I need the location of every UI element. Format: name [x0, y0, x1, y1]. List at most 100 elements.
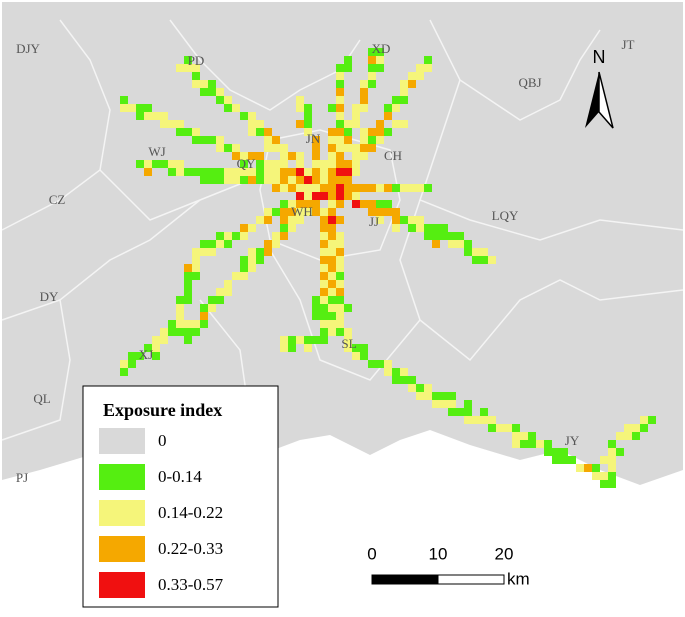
cell — [256, 160, 264, 168]
legend-swatch — [99, 500, 145, 526]
cell — [512, 440, 520, 448]
cell — [272, 208, 280, 216]
cell — [328, 136, 336, 144]
cell — [160, 328, 168, 336]
cell — [320, 264, 328, 272]
cell — [360, 104, 368, 112]
cell — [400, 376, 408, 384]
cell — [264, 136, 272, 144]
cell — [304, 176, 312, 184]
cell — [224, 144, 232, 152]
cell — [176, 312, 184, 320]
cell — [608, 464, 616, 472]
cell — [264, 160, 272, 168]
cell — [304, 128, 312, 136]
cell — [632, 432, 640, 440]
cell — [360, 200, 368, 208]
cell — [192, 64, 200, 72]
cell — [320, 296, 328, 304]
cell — [240, 232, 248, 240]
cell — [320, 176, 328, 184]
legend-label: 0-0.14 — [158, 467, 202, 486]
cell — [352, 352, 360, 360]
cell — [424, 232, 432, 240]
cell — [168, 328, 176, 336]
cell — [376, 360, 384, 368]
cell — [400, 184, 408, 192]
cell — [176, 328, 184, 336]
cell — [272, 176, 280, 184]
cell — [232, 168, 240, 176]
cell — [344, 176, 352, 184]
cell — [336, 328, 344, 336]
cell — [600, 472, 608, 480]
cell — [376, 56, 384, 64]
cell — [328, 288, 336, 296]
cell — [264, 128, 272, 136]
cell — [200, 320, 208, 328]
cell — [320, 248, 328, 256]
cell — [416, 184, 424, 192]
cell — [200, 88, 208, 96]
cell — [472, 256, 480, 264]
cell — [416, 392, 424, 400]
cell — [408, 80, 416, 88]
cell — [336, 192, 344, 200]
cell — [192, 272, 200, 280]
cell — [304, 168, 312, 176]
cell — [344, 56, 352, 64]
cell — [624, 424, 632, 432]
cell — [320, 240, 328, 248]
cell — [336, 168, 344, 176]
cell — [312, 200, 320, 208]
cell — [312, 160, 320, 168]
cell — [296, 216, 304, 224]
cell — [568, 456, 576, 464]
cell — [200, 136, 208, 144]
cell — [216, 176, 224, 184]
cell — [352, 152, 360, 160]
cell — [280, 208, 288, 216]
cell — [168, 320, 176, 328]
cell — [392, 96, 400, 104]
cell — [304, 184, 312, 192]
cell — [328, 248, 336, 256]
cell — [304, 112, 312, 120]
cell — [288, 344, 296, 352]
cell — [304, 120, 312, 128]
cell — [144, 160, 152, 168]
cell — [272, 160, 280, 168]
cell — [240, 160, 248, 168]
cell — [280, 200, 288, 208]
cell — [248, 112, 256, 120]
cell — [328, 152, 336, 160]
cell — [392, 184, 400, 192]
cell — [280, 176, 288, 184]
cell — [176, 320, 184, 328]
cell — [128, 352, 136, 360]
cell — [208, 248, 216, 256]
cell — [336, 304, 344, 312]
cell — [256, 248, 264, 256]
cell — [448, 392, 456, 400]
cell — [328, 144, 336, 152]
scale-segment — [371, 574, 439, 585]
cell — [432, 392, 440, 400]
cell — [144, 104, 152, 112]
cell — [328, 232, 336, 240]
cell — [256, 120, 264, 128]
place-label: DY — [40, 289, 59, 304]
cell — [328, 176, 336, 184]
cell — [640, 416, 648, 424]
cell — [336, 320, 344, 328]
cell — [616, 448, 624, 456]
cell — [528, 440, 536, 448]
place-label: SL — [341, 336, 356, 351]
cell — [136, 104, 144, 112]
cell — [344, 136, 352, 144]
cell — [336, 128, 344, 136]
cell — [424, 392, 432, 400]
cell — [328, 296, 336, 304]
cell — [240, 152, 248, 160]
cell — [208, 176, 216, 184]
